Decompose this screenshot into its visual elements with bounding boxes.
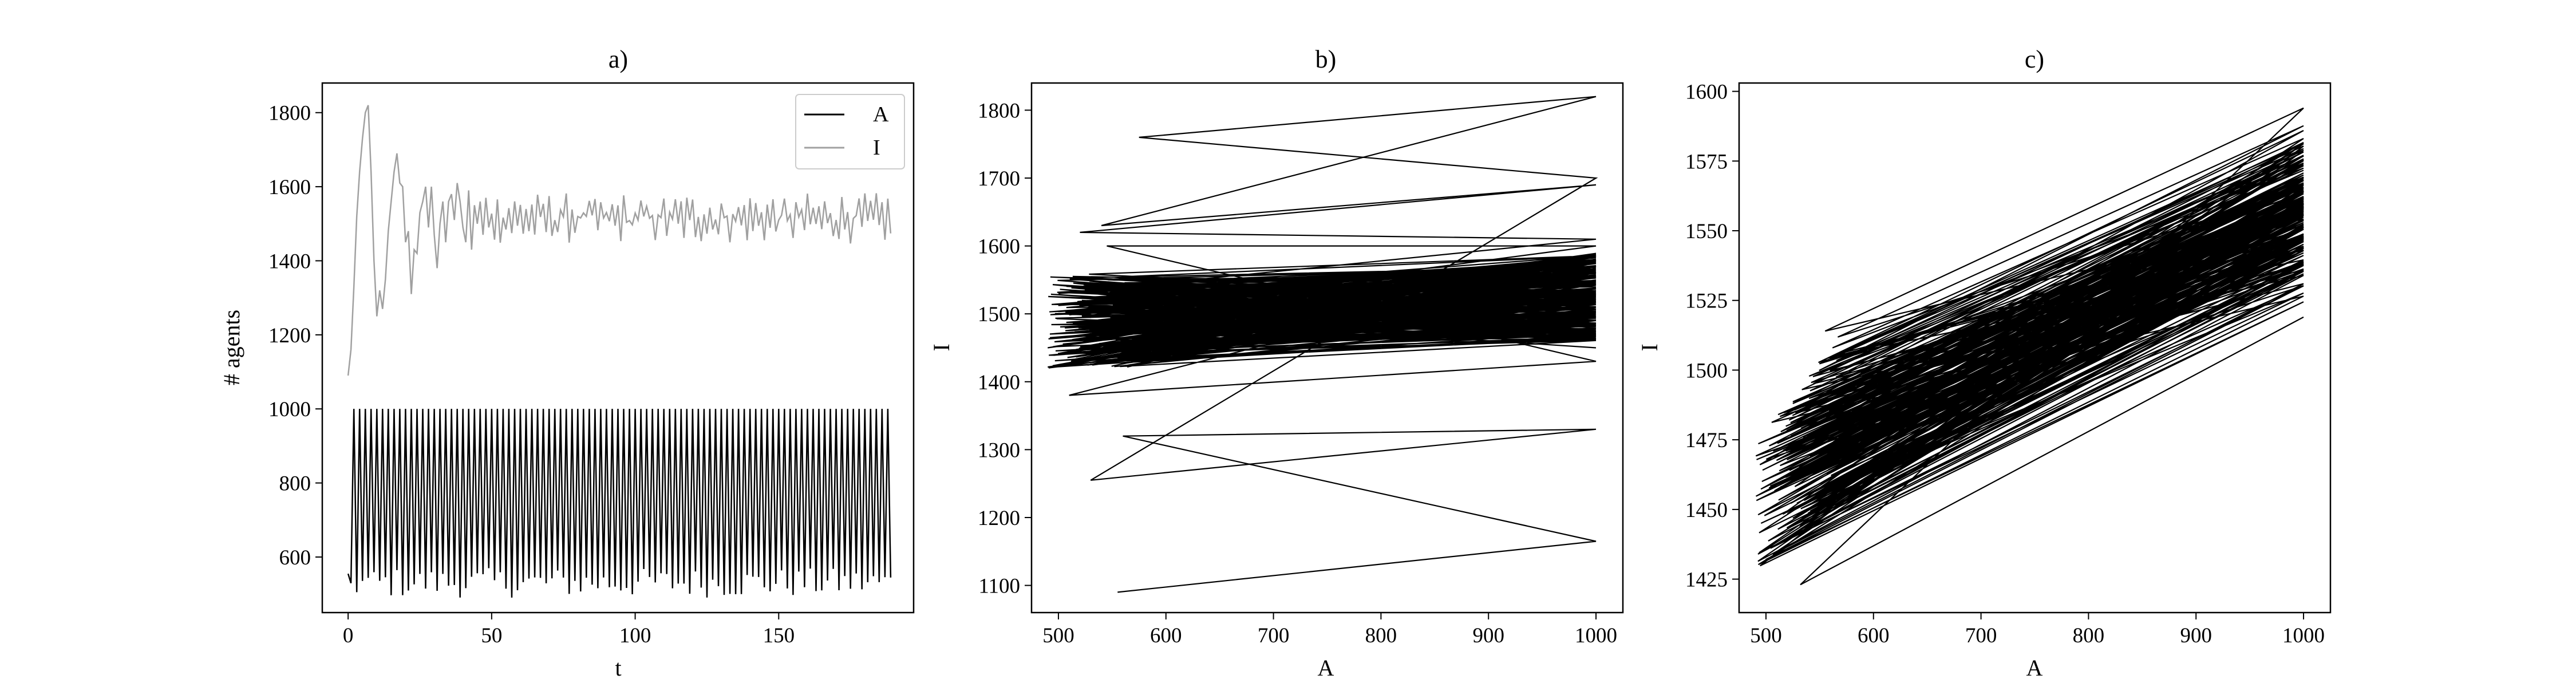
- panel-c-title: c): [2025, 45, 2044, 73]
- panel-b-y-axis-label: I: [929, 344, 954, 351]
- x-tick-label: 600: [1858, 624, 1890, 647]
- y-tick-label: 1575: [1685, 150, 1728, 173]
- y-tick-label: 1500: [978, 303, 1020, 326]
- y-tick-label: 1550: [1685, 220, 1728, 243]
- x-tick-label: 50: [481, 624, 502, 647]
- y-tick-label: 1800: [978, 99, 1020, 123]
- panel-a-frame: [321, 82, 915, 614]
- x-tick-label: 1000: [2282, 624, 2325, 647]
- x-tick-label: 700: [1258, 624, 1290, 647]
- panel-a-y-ticks: 600 800 1000 1200 1400 1600 1800: [268, 102, 322, 570]
- x-tick-label: 900: [2180, 624, 2212, 647]
- panel-b-x-axis-label: A: [1318, 655, 1334, 681]
- panel-c-y-axis-label: I: [1637, 344, 1662, 351]
- y-tick-label: 800: [279, 472, 311, 496]
- y-tick-label: 1600: [1685, 81, 1728, 104]
- panel-b-title: b): [1315, 45, 1337, 73]
- y-tick-label: 1300: [978, 439, 1020, 462]
- y-tick-label: 1525: [1685, 290, 1728, 313]
- y-tick-label: 1200: [978, 507, 1020, 530]
- panel-a: a) 0 50 100 150 60080010001200140016001800 …: [219, 45, 915, 681]
- y-tick-label: 1400: [978, 371, 1020, 394]
- y-tick-label: 1475: [1685, 429, 1728, 452]
- series-a-line: [347, 409, 892, 598]
- y-tick-label: 1600: [978, 235, 1020, 259]
- panel-a-y-axis-label: # agents: [219, 310, 244, 385]
- x-tick-label: 100: [619, 624, 651, 647]
- x-tick-label: 0: [343, 624, 354, 647]
- panel-b-frame: [1030, 82, 1624, 614]
- legend-i-label: I: [873, 136, 880, 160]
- x-tick-label: 500: [1042, 624, 1074, 647]
- y-tick-label: 1100: [978, 575, 1020, 598]
- y-tick-label: 600: [279, 546, 311, 570]
- y-tick-label: 1400: [268, 250, 311, 273]
- x-tick-label: 700: [1965, 624, 1997, 647]
- series-i-line: [347, 105, 892, 376]
- panel-a-legend: A I: [795, 94, 905, 169]
- panel-b-plot-area: [1048, 96, 1598, 593]
- y-tick-label: 1700: [978, 167, 1020, 191]
- y-tick-label: 1200: [268, 324, 311, 348]
- panel-a-plot-area: [347, 105, 892, 598]
- panel-a-title: a): [609, 45, 628, 73]
- panel-c-y-ticks: 1425 1450 1475 1500 1525 1550 1575 1600: [1685, 81, 1739, 592]
- panel-a-x-ticks: 0 50 100 150: [343, 613, 795, 647]
- legend-a-label: A: [873, 102, 889, 127]
- panel-c: c) 500 600 700 800 900 1000 14251450147515001…: [1637, 45, 2332, 681]
- phase-trajectory-line: [1048, 96, 1598, 593]
- x-tick-label: 800: [1365, 624, 1397, 647]
- panel-b-x-ticks: 500 600 700 800 900 1000: [1042, 613, 1617, 647]
- panel-c-plot-area: [1755, 107, 2304, 586]
- x-tick-label: 600: [1150, 624, 1182, 647]
- y-tick-label: 1425: [1685, 568, 1728, 592]
- legend-box: [795, 94, 905, 169]
- y-tick-label: 1600: [268, 176, 311, 199]
- x-tick-label: 900: [1472, 624, 1504, 647]
- panel-c-x-ticks: 500 600 700 800 900 1000: [1750, 613, 2325, 647]
- y-tick-label: 1000: [268, 398, 311, 421]
- x-tick-label: 500: [1750, 624, 1782, 647]
- panel-c-x-axis-label: A: [2026, 655, 2043, 681]
- x-tick-label: 1000: [1575, 624, 1617, 647]
- x-tick-label: 150: [763, 624, 795, 647]
- y-tick-label: 1500: [1685, 359, 1728, 382]
- steady-state-trajectory-line: [1755, 107, 2304, 586]
- y-tick-label: 1800: [268, 102, 311, 125]
- panel-b: b) 500 600 700 800 900 1000 11001200130014001…: [929, 45, 1624, 681]
- panel-c-frame: [1738, 82, 2332, 614]
- x-tick-label: 800: [2073, 624, 2105, 647]
- y-tick-label: 1450: [1685, 499, 1728, 522]
- panel-b-y-ticks: 1100 1200 1300 1400 1500 1600 1700 1800: [978, 99, 1032, 598]
- panel-a-x-axis-label: t: [615, 655, 621, 681]
